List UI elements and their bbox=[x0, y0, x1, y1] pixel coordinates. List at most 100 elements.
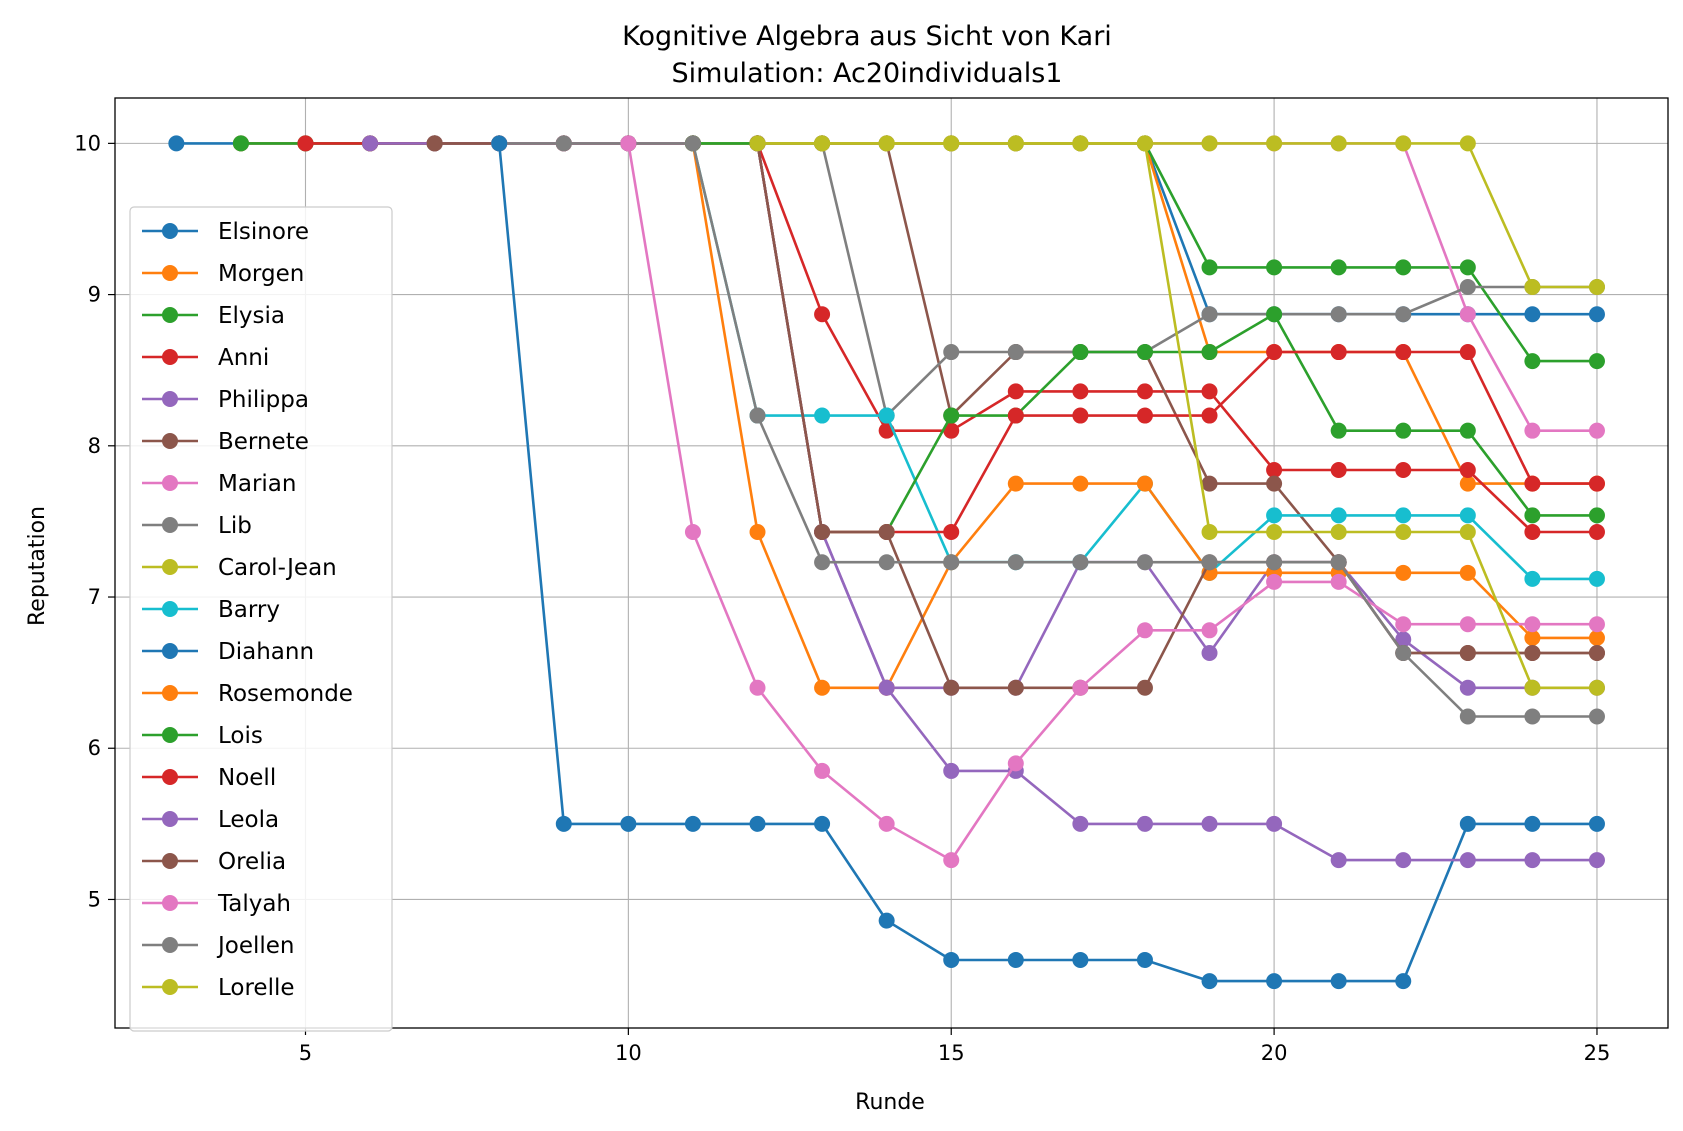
y-tick-label-1: 6 bbox=[88, 736, 101, 760]
data-point-3-19 bbox=[1524, 524, 1541, 540]
legend-marker-7 bbox=[162, 517, 178, 533]
y-axis-label: Reputation bbox=[25, 506, 50, 626]
data-point-18-8 bbox=[1266, 524, 1283, 540]
data-point-8-9 bbox=[1266, 135, 1283, 152]
legend-entry-elysia: Elysia bbox=[142, 303, 285, 329]
legend-entry-joellen: Joellen bbox=[142, 933, 295, 959]
legend-marker-3 bbox=[162, 349, 178, 365]
data-point-8-10 bbox=[1330, 135, 1347, 152]
legend-label-0: Elsinore bbox=[218, 219, 309, 245]
legend-label-16: Talyah bbox=[217, 891, 291, 917]
data-point-9-3 bbox=[878, 407, 895, 424]
legend-label-3: Anni bbox=[218, 345, 269, 371]
data-point-16-15 bbox=[1588, 616, 1605, 633]
legend-marker-8 bbox=[162, 559, 178, 575]
legend-entry-carol-jean: Carol-Jean bbox=[142, 555, 337, 581]
data-point-14-3 bbox=[943, 762, 960, 779]
legend-box bbox=[129, 206, 393, 1032]
data-point-10-13 bbox=[1330, 973, 1347, 990]
legend-marker-12 bbox=[162, 727, 178, 743]
data-point-1-19 bbox=[1459, 475, 1476, 492]
data-point-13-11 bbox=[1459, 344, 1476, 361]
data-point-3-0 bbox=[297, 135, 314, 152]
data-point-11-5 bbox=[1007, 475, 1024, 492]
chart-subtitle: Simulation: Ac20individuals1 bbox=[672, 58, 1063, 89]
data-point-18-0 bbox=[749, 135, 766, 152]
data-point-16-11 bbox=[1330, 573, 1347, 590]
data-point-17-12 bbox=[1459, 708, 1476, 725]
data-point-3-16 bbox=[1330, 462, 1347, 478]
data-point-17-1 bbox=[749, 407, 766, 424]
data-point-17-11 bbox=[1395, 644, 1412, 661]
legend-marker-5 bbox=[162, 433, 178, 449]
data-point-10-8 bbox=[1007, 951, 1024, 968]
legend-label-13: Noell bbox=[218, 765, 276, 791]
legend: Elsinore Morgen Elysia Anni Philippa Bernete M… bbox=[129, 206, 393, 1032]
data-point-16-8 bbox=[1136, 622, 1153, 639]
data-point-17-14 bbox=[1588, 708, 1605, 725]
data-point-3-17 bbox=[1395, 462, 1412, 478]
data-point-9-14 bbox=[1588, 570, 1605, 587]
data-point-11-6 bbox=[1072, 475, 1089, 492]
chart-title: Kognitive Algebra aus Sicht von Kari bbox=[622, 21, 1112, 52]
legend-entry-barry: Barry bbox=[142, 597, 280, 623]
data-point-18-13 bbox=[1588, 679, 1605, 696]
data-point-18-1 bbox=[814, 135, 831, 152]
data-point-7-8 bbox=[1007, 344, 1024, 361]
data-point-10-16 bbox=[1524, 815, 1541, 832]
data-point-12-6 bbox=[1072, 344, 1089, 361]
legend-label-7: Lib bbox=[218, 513, 252, 539]
data-point-18-2 bbox=[878, 135, 895, 152]
series-line-13 bbox=[756, 143, 1597, 534]
data-point-8-13 bbox=[1524, 279, 1541, 296]
data-point-14-12 bbox=[1524, 852, 1541, 869]
legend-entry-lib: Lib bbox=[142, 513, 252, 539]
legend-entry-talyah: Talyah bbox=[142, 891, 291, 917]
data-point-10-0 bbox=[491, 135, 508, 152]
data-point-9-11 bbox=[1395, 507, 1412, 524]
data-point-0-0 bbox=[168, 135, 185, 152]
data-point-3-13 bbox=[1136, 383, 1153, 400]
data-point-9-10 bbox=[1330, 507, 1347, 524]
data-point-10-9 bbox=[1072, 951, 1089, 968]
data-point-5-0 bbox=[426, 135, 443, 152]
data-point-14-2 bbox=[878, 679, 895, 696]
data-point-16-3 bbox=[814, 762, 831, 779]
legend-entry-diahann: Diahann bbox=[142, 639, 314, 665]
data-point-0-21 bbox=[1524, 306, 1541, 323]
data-point-16-5 bbox=[943, 852, 960, 869]
data-point-4-17 bbox=[1459, 679, 1476, 696]
legend-marker-10 bbox=[162, 643, 178, 659]
data-point-11-2 bbox=[814, 679, 831, 696]
ticks: 5 10 15 20 25 5 6 7 8 9 10 bbox=[74, 131, 1610, 1065]
data-point-16-4 bbox=[878, 815, 895, 832]
data-point-6-15 bbox=[1459, 306, 1476, 323]
data-point-17-3 bbox=[878, 554, 895, 571]
data-point-15-6 bbox=[1136, 679, 1153, 696]
legend-label-8: Carol-Jean bbox=[218, 555, 337, 581]
series-diahann bbox=[491, 135, 1605, 990]
data-point-13-9 bbox=[1330, 344, 1347, 361]
data-point-14-9 bbox=[1330, 852, 1347, 869]
data-point-10-3 bbox=[684, 815, 701, 832]
data-point-12-4 bbox=[943, 407, 960, 424]
legend-marker-15 bbox=[162, 853, 178, 869]
legend-entry-marian: Marian bbox=[142, 471, 296, 497]
data-point-17-2 bbox=[814, 554, 831, 571]
data-point-9-9 bbox=[1266, 507, 1283, 524]
data-point-14-10 bbox=[1395, 852, 1412, 869]
data-point-3-20 bbox=[1588, 524, 1605, 540]
data-point-3-18 bbox=[1459, 462, 1476, 478]
x-tick-label-3: 20 bbox=[1261, 1041, 1288, 1065]
data-point-11-12 bbox=[1459, 564, 1476, 581]
series-lorelle bbox=[749, 135, 1605, 696]
data-point-18-5 bbox=[1072, 135, 1089, 152]
legend-label-18: Lorelle bbox=[218, 975, 295, 1001]
data-point-2-19 bbox=[1459, 259, 1476, 276]
data-point-11-11 bbox=[1395, 564, 1412, 581]
data-point-16-12 bbox=[1395, 616, 1412, 633]
data-point-11-14 bbox=[1588, 629, 1605, 646]
data-point-12-11 bbox=[1395, 422, 1412, 439]
legend-marker-9 bbox=[162, 601, 178, 617]
